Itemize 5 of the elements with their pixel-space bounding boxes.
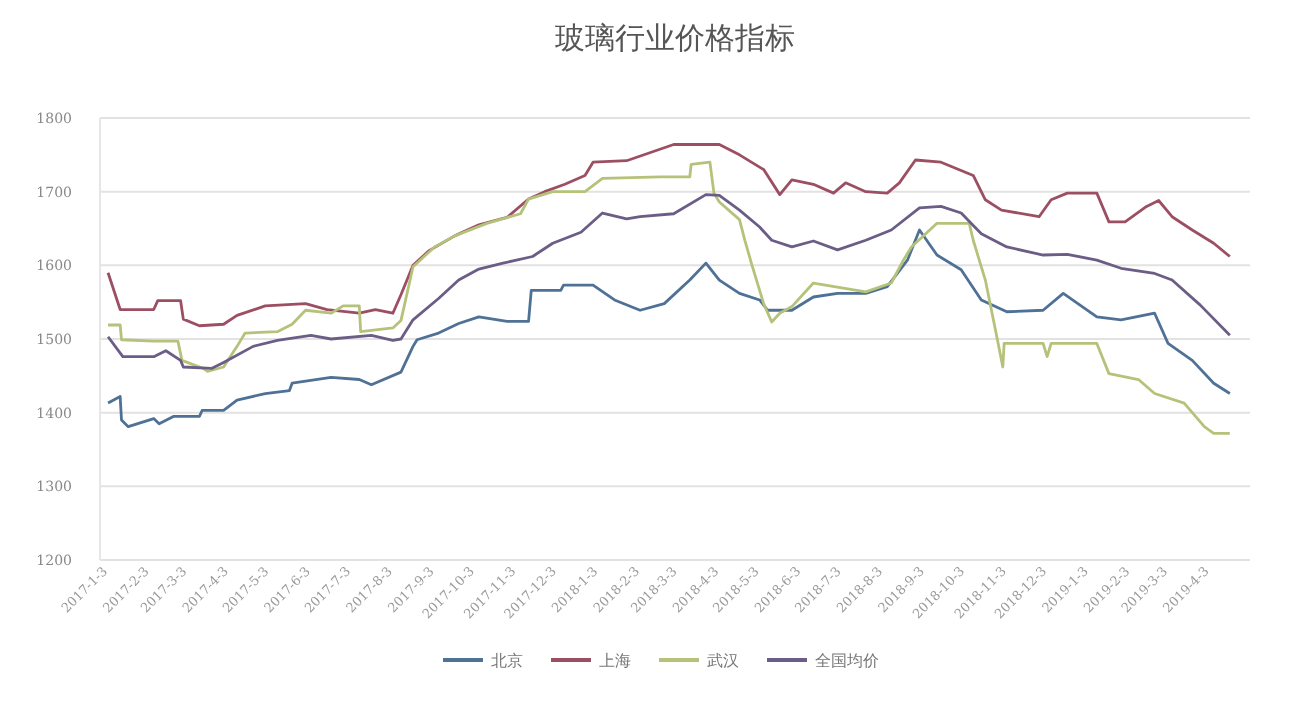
legend-label: 全国均价 xyxy=(815,652,879,670)
legend-label: 北京 xyxy=(491,652,523,670)
chart-title: 玻璃行业价格指标 xyxy=(555,20,795,56)
legend-label: 上海 xyxy=(599,652,631,670)
legend-label: 武汉 xyxy=(707,652,739,670)
